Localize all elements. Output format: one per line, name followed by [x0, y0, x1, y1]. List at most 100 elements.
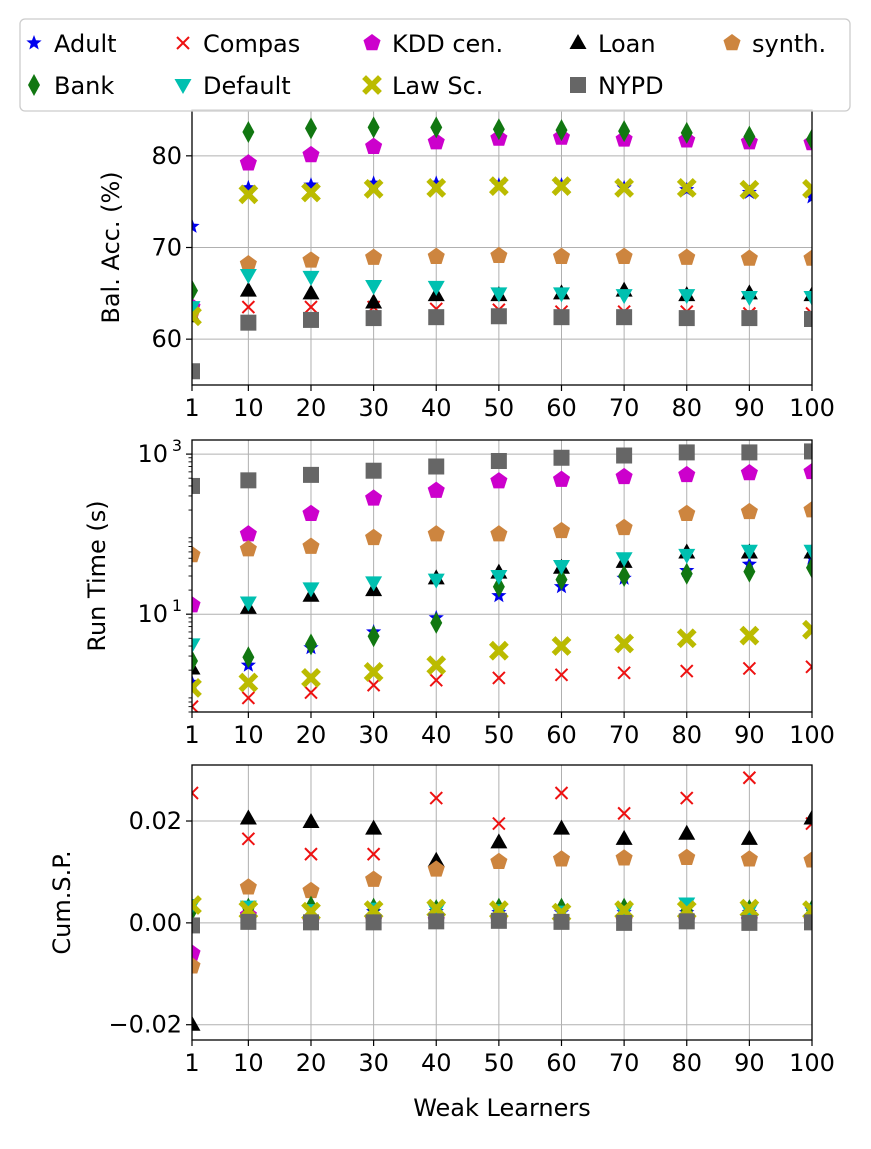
x-tick-label: 70: [609, 394, 640, 422]
point-loan-sp: [302, 813, 320, 829]
point-law-time: [551, 636, 572, 656]
point-synth-time: [615, 518, 633, 536]
point-compas-time: [429, 673, 443, 687]
point-bank-time: [192, 650, 198, 673]
legend-label-default: Default: [203, 72, 291, 100]
point-bank-acc: [430, 116, 443, 139]
point-nypd-acc: [804, 311, 812, 327]
point-bank-time: [430, 611, 443, 634]
point-law-time: [301, 668, 321, 688]
point-bank-acc: [806, 128, 812, 151]
legend-item-loan: Loan: [569, 30, 656, 58]
point-synth-acc: [239, 255, 257, 272]
point-nypd-time: [240, 472, 257, 489]
x-tick-label: 10: [233, 394, 264, 422]
point-nypd-sp: [365, 914, 382, 931]
x-tick-label: 90: [734, 1049, 765, 1077]
point-bank-acc: [192, 279, 198, 302]
legend-item-compas: Compas: [176, 30, 300, 58]
point-nypd-acc: [302, 311, 319, 328]
legend-label-kdd: KDD cen.: [392, 30, 503, 58]
point-synth-acc: [490, 246, 508, 264]
x-tick-label: 20: [296, 721, 327, 749]
y-tick-label: 80: [151, 142, 182, 170]
point-nypd-acc: [428, 309, 445, 326]
point-law-acc: [192, 306, 202, 327]
legend-label-nypd: NYPD: [598, 72, 664, 100]
point-loan-sp: [490, 833, 508, 849]
x-tick-label: 30: [358, 394, 389, 422]
point-bank-time: [367, 625, 380, 648]
point-compas-sp: [366, 847, 381, 861]
point-nypd-acc: [365, 310, 382, 327]
panel-sp: 1 10 20 30 40 50 60 70 80 90 100 −0.02 0.00 0.02 Cum.S…: [48, 764, 835, 1077]
legend-marker-nypd: [570, 77, 586, 93]
legend-label-adult: Adult: [54, 30, 117, 58]
point-law-acc: [363, 178, 384, 199]
point-kdd-acc: [427, 133, 445, 150]
point-nypd-time: [490, 452, 507, 469]
point-default-time: [192, 638, 201, 654]
point-compas-sp: [742, 771, 757, 785]
point-default-time: [678, 548, 696, 564]
point-law-acc: [614, 178, 635, 198]
x-tick-label: 70: [609, 721, 640, 749]
point-law-acc: [238, 184, 259, 205]
point-kdd-time: [490, 472, 508, 489]
point-law-sp: [802, 900, 812, 921]
point-bank-time: [242, 646, 255, 669]
point-synth-acc: [427, 247, 445, 264]
point-kdd-time: [678, 465, 696, 483]
y-tick-label: 60: [151, 325, 182, 353]
x-tick-label: 30: [358, 721, 389, 749]
point-nypd-time: [741, 444, 758, 461]
point-bank-time: [555, 568, 568, 591]
legend-item-default: Default: [174, 72, 291, 100]
x-tick-label: 40: [421, 394, 452, 422]
axes-frame-sp: [191, 764, 813, 1041]
point-compas-time: [492, 671, 506, 685]
point-nypd-time: [804, 443, 812, 460]
point-default-time: [803, 544, 812, 560]
x-tick-label: 50: [484, 1049, 515, 1077]
point-law-time: [192, 678, 202, 698]
legend-frame: [19, 18, 851, 112]
grid-acc: [191, 110, 813, 385]
point-bank-acc: [304, 117, 317, 140]
point-law-time: [802, 619, 812, 640]
point-loan-sp: [740, 829, 758, 845]
point-kdd-time: [615, 467, 633, 485]
point-synth-time: [678, 504, 696, 521]
x-tick-label: 60: [546, 721, 577, 749]
y-axis-label-acc: Bal. Acc. (%): [97, 171, 125, 323]
point-synth-time: [803, 501, 812, 518]
point-kdd-time: [427, 481, 445, 498]
x-tick-label: 1: [184, 1049, 199, 1077]
legend-marker-loan: [569, 34, 587, 49]
point-default-time: [427, 573, 445, 589]
point-nypd-time: [553, 449, 570, 466]
point-law-acc: [802, 178, 812, 199]
point-compas-sp: [680, 791, 694, 805]
point-compas-time: [304, 685, 318, 700]
point-loan-sp: [678, 824, 696, 840]
point-nypd-acc: [553, 309, 570, 326]
point-law-sp: [614, 900, 635, 921]
point-default-acc: [365, 280, 383, 295]
x-tick-label: 80: [671, 721, 702, 749]
x-tick-label: 100: [789, 721, 835, 749]
point-synth-acc: [678, 248, 696, 265]
y-axis-label-sp: Cum.S.P.: [48, 850, 76, 954]
point-nypd-time: [192, 477, 200, 494]
marks-sp: [192, 771, 812, 1031]
legend-item-law: Law Sc.: [362, 72, 483, 100]
point-synth-time: [239, 540, 257, 557]
point-default-time: [365, 576, 383, 592]
x-tick-label: 20: [296, 394, 327, 422]
y-tick-exponent: 1: [172, 596, 182, 615]
x-tick-label: 30: [358, 1049, 389, 1077]
point-nypd-time: [428, 458, 445, 475]
point-synth-time: [365, 528, 383, 546]
point-synth-sp: [615, 849, 633, 866]
